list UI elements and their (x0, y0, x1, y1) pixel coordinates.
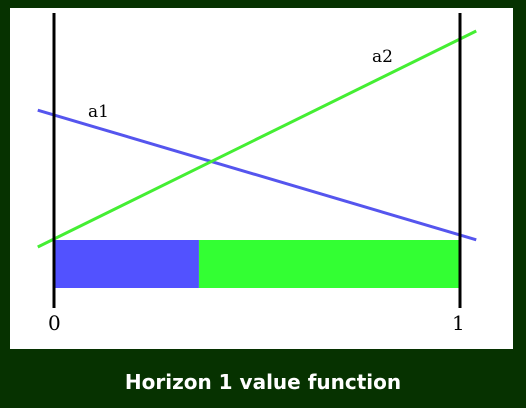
diagram-panel: a1 a2 0 1 (10, 8, 513, 349)
value-line-a2 (37, 29, 477, 249)
domain-label-1: 1 (452, 311, 465, 335)
figure-caption: Horizon 1 value function (124, 370, 402, 394)
line-label-a2: a2 (372, 47, 393, 67)
policy-regions (54, 240, 460, 288)
value-lines (37, 29, 477, 249)
line-label-a1: a1 (88, 102, 109, 122)
policy-region-a2 (198, 240, 460, 288)
value-line-a1 (37, 108, 477, 242)
value-function-diagram: a1 a2 0 1 (37, 13, 477, 335)
policy-region-a1 (54, 240, 199, 288)
domain-label-0: 0 (48, 311, 61, 335)
